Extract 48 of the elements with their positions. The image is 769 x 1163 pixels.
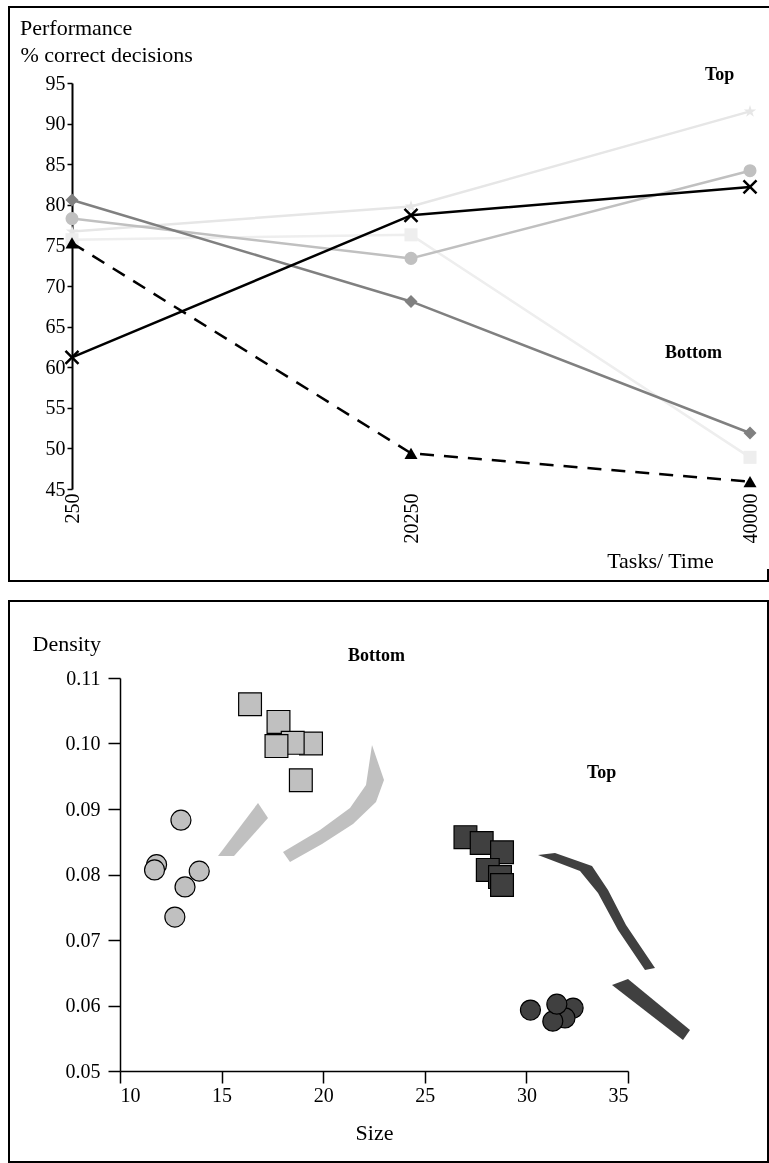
y-tick-label: 85 xyxy=(45,152,66,175)
y-tick-label: 0.09 xyxy=(65,797,101,820)
annotation: Bottom xyxy=(665,342,722,362)
y-tick-label: 80 xyxy=(45,193,66,216)
point xyxy=(65,212,79,226)
point xyxy=(64,349,80,366)
y-tick-label: 55 xyxy=(45,396,66,419)
y-tick-label: 0.06 xyxy=(65,994,101,1016)
y-tick-label: 0.08 xyxy=(65,863,101,885)
y-tick-label: 0.05 xyxy=(65,1059,101,1082)
y-tick-label: 75 xyxy=(45,233,66,256)
x-axis-title: Tasks/ Time xyxy=(607,547,714,573)
point xyxy=(403,207,419,224)
x-axis-title: Size xyxy=(355,1119,394,1145)
y-axis-title: Density xyxy=(32,630,101,656)
point xyxy=(743,164,757,178)
point xyxy=(743,426,757,440)
point xyxy=(404,251,418,265)
x-tick-label: 20 xyxy=(313,1083,334,1106)
x-tick-label: 30 xyxy=(516,1083,537,1106)
y-tick-label: 95 xyxy=(45,71,66,94)
point xyxy=(404,294,418,308)
y-tick-label: 65 xyxy=(45,315,66,338)
y-tick-label: 90 xyxy=(45,112,66,135)
y-tick-label: 45 xyxy=(45,477,66,500)
x-tick-label: 35 xyxy=(608,1083,629,1106)
y-tick-label: 70 xyxy=(45,274,66,297)
point xyxy=(743,476,757,488)
x-tick-label: 40000 xyxy=(738,493,761,544)
point xyxy=(65,193,79,207)
y-axis-title: % correct decisions xyxy=(20,41,193,67)
y-tick-label: 0.07 xyxy=(65,928,101,951)
y-tick-label: 50 xyxy=(45,436,66,459)
point xyxy=(404,447,418,459)
y-tick-label: 0.11 xyxy=(66,666,101,689)
point xyxy=(65,237,79,249)
chart-title: Performance xyxy=(20,15,133,40)
y-tick-label: 60 xyxy=(45,355,66,378)
annotation: Top xyxy=(705,64,735,84)
x-tick-label: 20250 xyxy=(399,493,422,544)
x-tick-label: 10 xyxy=(120,1083,141,1106)
point xyxy=(742,179,758,195)
annotation: Top xyxy=(587,762,617,782)
point xyxy=(743,104,757,117)
x-tick-label: 15 xyxy=(212,1083,233,1106)
y-tick-label: 0.10 xyxy=(65,732,101,754)
x-tick-label: 25 xyxy=(415,1083,436,1106)
text: Bottom xyxy=(348,645,405,665)
